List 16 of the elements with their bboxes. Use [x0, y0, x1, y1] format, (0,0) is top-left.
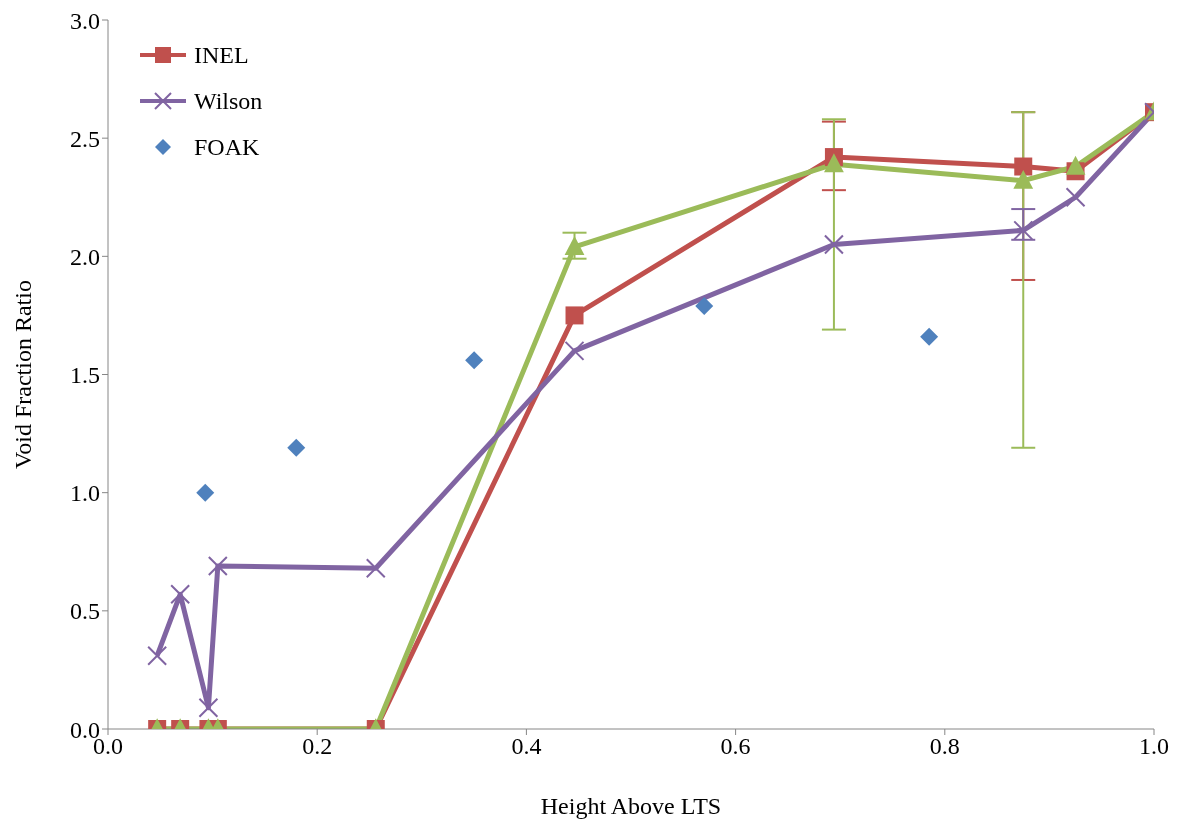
- y-tick-label: 1.5: [70, 362, 100, 389]
- y-tick-label: 1.0: [70, 480, 100, 507]
- x-tick-label: 0.4: [511, 733, 542, 760]
- legend-label: Wilson: [194, 87, 263, 115]
- x-tick-label: 1.0: [1139, 733, 1169, 760]
- x-tick-label: 0.8: [929, 733, 960, 760]
- legend-label: FOAK: [194, 133, 260, 161]
- y-tick-label: 2.0: [70, 243, 100, 270]
- y-axis-title: Void Fraction Ratio: [9, 280, 36, 469]
- y-tick-label: 0.5: [70, 598, 100, 625]
- y-tick-label: 2.5: [70, 125, 100, 152]
- x-axis-title: Height Above LTS: [540, 793, 722, 820]
- legend-label: INEL: [194, 41, 249, 69]
- x-tick-label: 0.2: [302, 733, 333, 760]
- x-tick-label: 0.6: [720, 733, 751, 760]
- y-tick-label: 3.0: [70, 7, 100, 34]
